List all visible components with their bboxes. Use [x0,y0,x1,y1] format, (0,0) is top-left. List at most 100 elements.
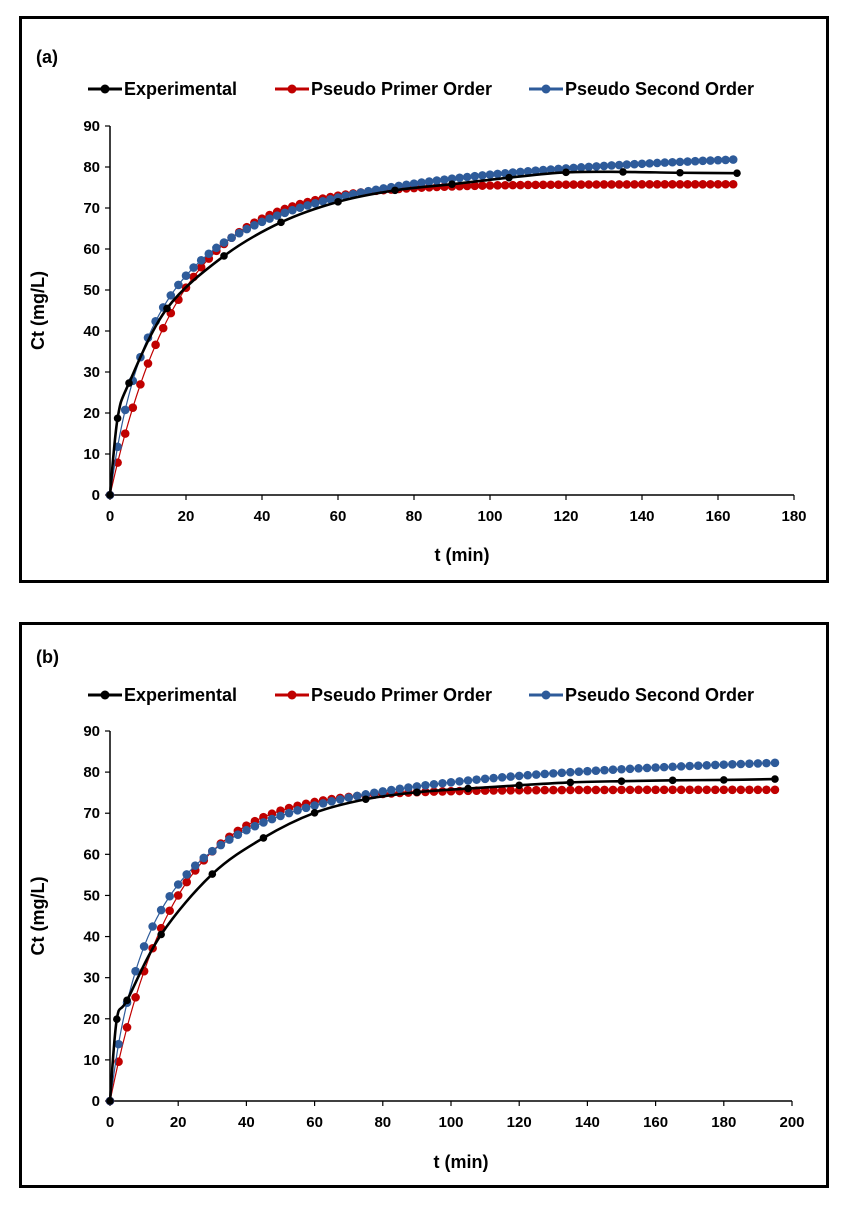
data-point [334,198,342,206]
data-point [156,905,166,915]
data-point [417,178,426,187]
data-point [591,766,601,775]
data-point [599,180,609,189]
data-point [584,180,594,189]
x-tick-label: 100 [438,1114,463,1131]
data-point [267,814,277,824]
data-point [352,791,362,801]
data-point [685,761,694,771]
data-point [505,173,513,182]
data-point [165,891,174,901]
data-point [120,405,130,415]
x-tick-label: 40 [238,1114,255,1131]
data-point [310,198,320,208]
y-tick-label: 0 [92,1093,100,1110]
y-tick-label: 50 [83,887,100,904]
data-point [157,930,165,939]
legend-item-pseudo-primer-order: Pseudo Primer Order [275,79,492,99]
chart-panel-b: (b) Experimental Pseudo Primer Order Pseudo… [19,622,829,1188]
series-experimental [106,775,779,1105]
data-point [259,834,268,842]
data-point [617,777,626,785]
x-tick-label: 60 [330,508,347,525]
data-point [630,180,639,189]
data-point [569,180,578,189]
data-point [645,159,654,168]
data-point [728,155,738,164]
data-point [713,179,723,189]
data-point [478,171,487,180]
data-point [220,252,228,260]
data-point [196,262,206,272]
data-point [500,180,510,190]
x-tick-label: 40 [254,508,271,525]
y-tick-label: 30 [83,364,100,381]
data-point [472,775,481,784]
data-point [710,785,720,795]
x-tick-label: 160 [705,508,730,525]
data-point [659,762,669,772]
data-point [668,180,677,189]
data-point [448,180,456,189]
data-point [617,764,626,774]
data-point [592,180,601,189]
data-point [660,180,670,189]
data-point [531,785,541,795]
data-point [733,169,741,177]
data-point [128,403,138,412]
series-line [109,762,775,1102]
data-point [277,218,285,227]
chart-svg-a: (a) Experimental Pseudo Primer Order Pseudo… [28,47,807,565]
y-tick-label: 30 [83,970,100,987]
panel-label: (a) [36,47,58,67]
legend-label: Pseudo Second Order [565,79,754,99]
data-point [660,158,670,167]
data-point [166,291,176,300]
data-point [630,159,639,169]
data-point [736,785,746,795]
data-point [173,891,183,900]
data-point [702,761,712,770]
data-point [143,359,153,368]
data-point [196,255,206,265]
legend-marker [541,84,551,94]
data-point [762,758,771,768]
data-point [409,179,419,188]
data-point [257,217,267,227]
y-tick-label: 60 [83,241,100,258]
data-point [637,180,647,189]
data-point [770,758,780,768]
x-axis-title: t (min) [435,545,490,565]
data-point [668,776,677,785]
data-point [693,761,703,770]
series-experimental [106,168,741,499]
data-point [225,835,234,844]
data-point [295,203,305,213]
data-point [462,172,472,182]
data-point [204,249,214,259]
data-point [710,760,720,770]
data-point [728,785,737,795]
x-tick-label: 0 [106,508,114,525]
data-point [182,870,192,879]
y-tick-label: 10 [83,446,100,463]
data-point [574,785,584,795]
data-point [675,180,685,189]
data-point [637,159,647,169]
data-point [199,853,209,863]
data-point [303,201,312,210]
data-point [583,766,592,776]
y-tick-label: 50 [83,282,100,299]
data-point [642,785,652,795]
data-point [583,785,592,795]
data-point [480,774,490,784]
x-tick-label: 120 [553,508,578,525]
data-point [158,323,168,333]
data-point [515,781,523,790]
series-pseudo-second-order [105,155,738,500]
data-point [523,785,533,795]
x-tick-label: 80 [406,508,423,525]
data-point [668,785,677,795]
data-point [391,186,399,195]
data-point [574,767,584,776]
